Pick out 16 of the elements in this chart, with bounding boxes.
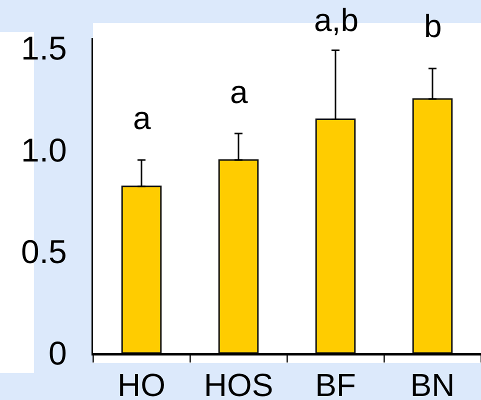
y-tick-label: 0 bbox=[48, 334, 67, 372]
annotation: a,b bbox=[314, 2, 358, 38]
y-tick-label: 1.5 bbox=[21, 30, 67, 67]
x-tick-label: HO bbox=[118, 366, 166, 400]
annotation: b bbox=[424, 8, 442, 44]
bar bbox=[315, 118, 356, 353]
bar bbox=[412, 98, 453, 353]
annotation: a bbox=[133, 100, 151, 136]
bar bbox=[121, 186, 162, 353]
x-tick-label: BF bbox=[315, 366, 356, 400]
x-tick-label: HOS bbox=[204, 366, 274, 400]
x-tick-label: BN bbox=[410, 366, 455, 400]
bar bbox=[218, 159, 259, 353]
y-tick-label: 0.5 bbox=[21, 232, 67, 270]
y-tick-label: 1.0 bbox=[21, 131, 67, 168]
annotation: a bbox=[230, 74, 248, 110]
